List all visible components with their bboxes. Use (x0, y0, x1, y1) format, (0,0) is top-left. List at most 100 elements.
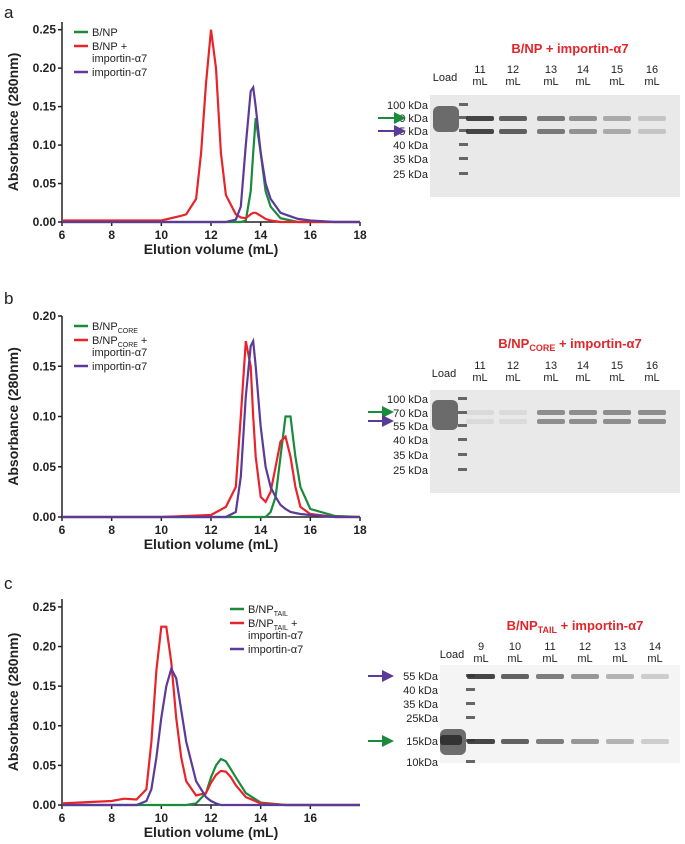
ladder-band (459, 129, 468, 132)
lane-label: 13 (545, 64, 557, 76)
marker-label: 25 kDa (393, 465, 429, 477)
marker-label: 40 kDa (393, 140, 429, 152)
y-tick-label: 0.10 (33, 138, 57, 152)
gel-band (569, 116, 597, 121)
legend-suffix: + (121, 41, 127, 53)
lane-unit: mL (612, 653, 627, 665)
marker-label: 55 kDa (393, 421, 429, 433)
x-tick-label: 8 (108, 228, 115, 242)
legend-label: importin-α7 (92, 53, 147, 65)
load-label: Load (440, 649, 464, 661)
gel-band (641, 739, 669, 744)
gel-band (536, 674, 564, 679)
marker-label: 35 kDa (403, 699, 439, 711)
lane-label: 12 (507, 64, 519, 76)
lane-label: 16 (646, 64, 658, 76)
legend-label: B/NP + (92, 41, 127, 53)
legend-subscript: TAIL (274, 625, 288, 632)
ladder-band (458, 453, 467, 456)
gel-band (603, 116, 631, 121)
marker-label: 25 kDa (393, 169, 429, 181)
legend-name: B/NP (248, 604, 274, 616)
y-tick-label: 0.15 (33, 100, 57, 114)
gel-title-suffix: + importin-α7 (555, 336, 641, 351)
gel-band (466, 129, 494, 134)
gel-band (569, 129, 597, 134)
x-axis-label: Elution volume (mL) (144, 824, 279, 840)
lane-label: 12 (579, 641, 591, 653)
gel-band (537, 419, 565, 424)
ladder-band (459, 103, 468, 106)
line (62, 118, 360, 224)
lane-unit: mL (472, 372, 487, 384)
gel-band (499, 129, 527, 134)
lane-label: 13 (545, 360, 557, 372)
x-tick-label: 6 (59, 228, 66, 242)
gel-title-subscript: TAIL (538, 625, 558, 635)
legend-label: importin-α7 (92, 347, 147, 359)
gel-band (569, 410, 597, 415)
gel-band (499, 116, 527, 121)
gel-band (603, 419, 631, 424)
ladder-band (459, 172, 468, 175)
gel-band (606, 739, 634, 744)
legend-label: importin-α7 (248, 630, 303, 642)
panel-letter: a (4, 3, 14, 22)
ladder-band (458, 438, 467, 441)
lane-label: 15 (611, 360, 623, 372)
y-tick-label: 0.00 (33, 798, 57, 812)
gel-band (537, 116, 565, 121)
gel-band (499, 410, 527, 415)
lane-label: 14 (577, 360, 589, 372)
x-tick-label: 10 (155, 811, 169, 825)
lane-unit: mL (542, 653, 557, 665)
load-band (440, 735, 462, 745)
legend-suffix: + (291, 618, 297, 630)
y-tick-label: 0.05 (33, 758, 57, 772)
y-tick-label: 0.20 (33, 61, 57, 75)
legend-label: importin-α7 (92, 361, 147, 373)
y-tick-label: 0.10 (33, 719, 57, 733)
load-label: Load (433, 72, 457, 84)
marker-label: 35 kDa (393, 154, 429, 166)
legend-name: B/NP (248, 618, 274, 630)
legend-label: importin-α7 (248, 644, 303, 656)
gel-band (606, 674, 634, 679)
gel-image (430, 390, 680, 493)
lane-label: 11 (474, 360, 485, 372)
x-axis-label: Elution volume (mL) (144, 536, 279, 552)
y-tick-label: 0.00 (33, 215, 57, 229)
x-tick-label: 6 (59, 523, 66, 537)
legend-name: importin-α7 (92, 361, 147, 373)
y-tick-label: 0.05 (33, 460, 57, 474)
legend-label: B/NPTAIL + (248, 618, 297, 632)
gel-band (536, 739, 564, 744)
x-tick-label: 16 (304, 811, 318, 825)
x-tick-label: 6 (59, 811, 66, 825)
x-tick-label: 16 (304, 228, 318, 242)
y-axis-label: Absorbance (280nm) (5, 347, 21, 485)
x-tick-label: 14 (254, 228, 268, 242)
gel-band (467, 674, 495, 679)
marker-label: 100 kDa (387, 100, 429, 112)
ladder-band (458, 424, 467, 427)
x-tick-label: 8 (108, 811, 115, 825)
gel-band (571, 674, 599, 679)
line (62, 415, 361, 519)
x-axis-label: Elution volume (mL) (144, 241, 279, 257)
lane-unit: mL (609, 76, 624, 88)
y-tick-label: 0.15 (33, 359, 57, 373)
marker-label: 55 kDa (403, 671, 439, 683)
y-tick-label: 0.20 (33, 640, 57, 654)
gel-band (499, 419, 527, 424)
lane-unit: mL (505, 372, 520, 384)
lane-unit: mL (577, 653, 592, 665)
gel-title: B/NPTAIL + importin-α7 (507, 618, 644, 635)
x-tick-label: 14 (254, 523, 268, 537)
line (62, 757, 360, 807)
gel-title: B/NPCORE + importin-α7 (498, 336, 641, 353)
ladder-band (459, 143, 468, 146)
legend-subscript: CORE (118, 342, 139, 349)
legend-label: B/NPCORE + (92, 335, 147, 349)
